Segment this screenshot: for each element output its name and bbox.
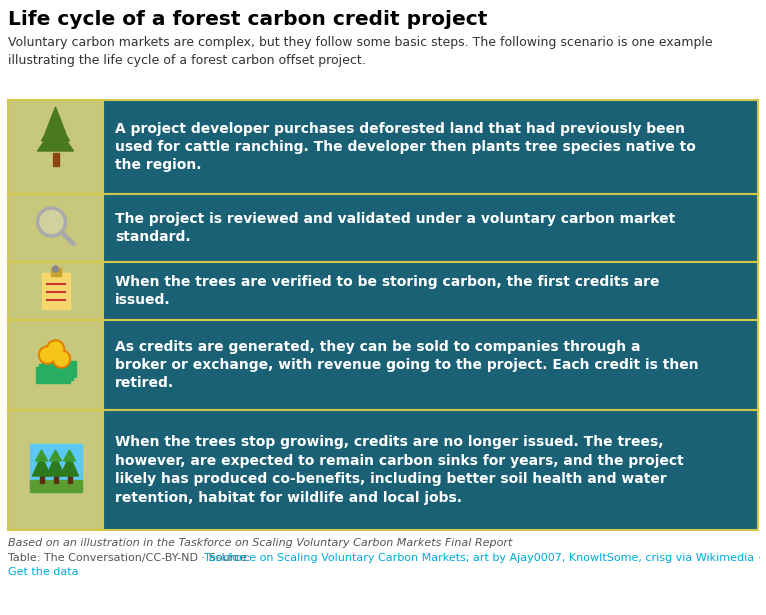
Bar (30, 444, 81, 492)
Circle shape (53, 266, 58, 272)
Text: As credits are generated, they can be sold to companies through a
broker or exch: As credits are generated, they can be so… (115, 339, 699, 391)
Bar (51, 268, 61, 276)
Bar (40, 475, 44, 483)
Text: Life cycle of a forest carbon credit project: Life cycle of a forest carbon credit pro… (8, 10, 487, 29)
Bar (8, 320, 103, 410)
Text: When the trees are verified to be storing carbon, the first credits are
issued.: When the trees are verified to be storin… (115, 275, 660, 308)
Polygon shape (64, 450, 76, 461)
Bar (54, 475, 57, 483)
Circle shape (48, 342, 63, 356)
Text: The project is reviewed and validated under a voluntary carbon market
standard.: The project is reviewed and validated un… (115, 212, 676, 244)
Text: When the trees stop growing, credits are no longer issued. The trees,
however, a: When the trees stop growing, credits are… (115, 435, 684, 504)
Polygon shape (41, 115, 70, 141)
Circle shape (41, 348, 54, 362)
Polygon shape (50, 450, 61, 461)
Bar (41, 273, 70, 309)
Polygon shape (45, 107, 66, 133)
Text: Based on an illustration in the Taskforce on Scaling Voluntary Carbon Markets Fi: Based on an illustration in the Taskforc… (8, 538, 512, 548)
Bar (103, 100, 758, 194)
Circle shape (38, 346, 57, 364)
Circle shape (53, 350, 70, 368)
Bar (35, 367, 70, 383)
Bar (30, 480, 81, 492)
Text: A project developer purchases deforested land that had previously been
used for : A project developer purchases deforested… (115, 122, 696, 172)
Bar (103, 262, 758, 320)
Bar (8, 262, 103, 320)
Text: Taskforce on Scaling Voluntary Carbon Markets; art by Ajay0007, KnowItSome, cris: Taskforce on Scaling Voluntary Carbon Ma… (204, 553, 761, 563)
Polygon shape (47, 456, 64, 476)
Polygon shape (32, 456, 51, 476)
Text: Get the data: Get the data (8, 567, 78, 577)
Polygon shape (38, 125, 74, 151)
Polygon shape (61, 456, 78, 476)
Bar (103, 194, 758, 262)
Bar (67, 475, 71, 483)
Circle shape (38, 208, 66, 236)
Text: Voluntary carbon markets are complex, but they follow some basic steps. The foll: Voluntary carbon markets are complex, bu… (8, 36, 712, 67)
Bar (103, 320, 758, 410)
Bar (8, 410, 103, 530)
Bar (103, 410, 758, 530)
Polygon shape (35, 450, 47, 461)
Bar (8, 100, 103, 194)
Circle shape (54, 352, 68, 366)
Bar (53, 153, 58, 166)
Bar (8, 194, 103, 262)
Bar (41, 361, 76, 377)
Text: Table: The Conversation/CC-BY-ND · Source:: Table: The Conversation/CC-BY-ND · Sourc… (8, 553, 254, 563)
Circle shape (47, 340, 64, 358)
Bar (38, 364, 73, 380)
